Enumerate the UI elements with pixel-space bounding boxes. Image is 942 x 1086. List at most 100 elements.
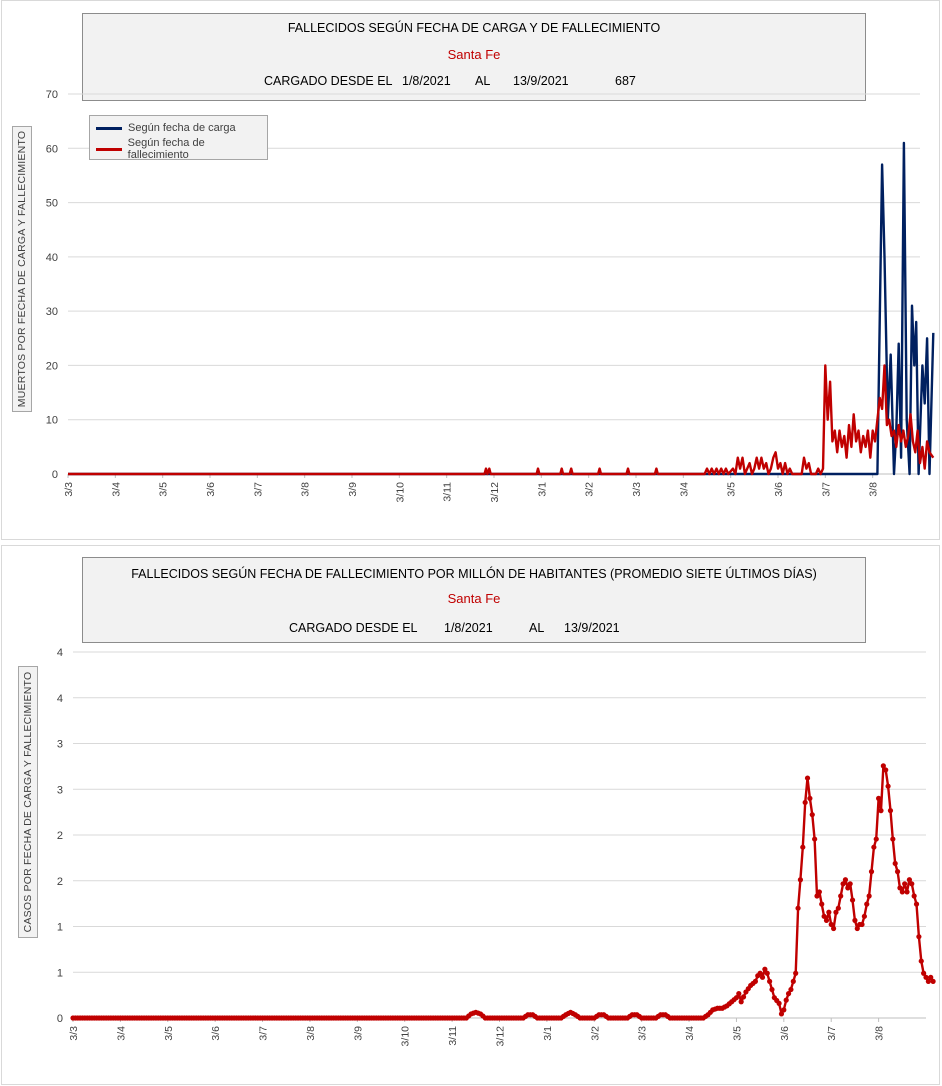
legend-entry-carga: Según fecha de carga <box>96 121 236 135</box>
x-tick-label: 3/8 <box>874 1026 886 1041</box>
data-point <box>819 901 825 907</box>
legend-swatch-carga <box>96 126 122 130</box>
loaded-from-label: CARGADO DESDE EL <box>264 74 393 88</box>
x-tick-label: 3/9 <box>347 482 359 497</box>
data-point <box>736 991 742 997</box>
y-tick-label: 50 <box>46 198 58 210</box>
data-point <box>793 970 799 976</box>
data-point <box>807 795 813 801</box>
x-tick-label: 3/6 <box>779 1026 791 1041</box>
data-point <box>795 905 801 911</box>
x-tick-label: 3/3 <box>68 1026 80 1041</box>
data-point <box>788 986 794 993</box>
chart-panel-por-millon: FALLECIDOS SEGÚN FECHA DE FALLECIMIENTO … <box>1 545 940 1085</box>
legend-label-fallecimiento: Según fecha de fallecimiento <box>127 137 205 161</box>
data-point <box>911 893 917 899</box>
chart-title: FALLECIDOS SEGÚN FECHA DE FALLECIMIENTO … <box>131 567 817 581</box>
data-point <box>785 991 792 997</box>
x-tick-label: 3/3 <box>637 1026 649 1041</box>
data-point <box>930 978 936 984</box>
data-point <box>918 958 924 964</box>
x-tick-label: 3/8 <box>305 1026 317 1041</box>
x-tick-label: 3/11 <box>442 482 454 502</box>
y-tick-label: 0 <box>57 1013 63 1025</box>
data-point <box>854 925 860 932</box>
data-point <box>906 877 913 883</box>
legend-entry-fallecimiento: Según fecha de fallecimiento <box>96 137 267 161</box>
data-point <box>835 905 841 911</box>
data-point <box>830 925 837 932</box>
data-point <box>890 836 896 842</box>
data-point <box>878 808 884 814</box>
x-tick-label: 3/4 <box>115 1026 127 1041</box>
y-tick-label: 70 <box>46 89 58 101</box>
y-tick-label: 1 <box>57 967 63 979</box>
y-tick-label: 3 <box>57 739 63 751</box>
data-point <box>838 893 844 899</box>
loaded-from-date: 1/8/2021 <box>444 621 493 635</box>
x-tick-label: 3/7 <box>820 482 832 497</box>
data-point <box>897 885 903 891</box>
data-point <box>823 917 830 923</box>
data-point <box>759 974 766 980</box>
loaded-from-date: 1/8/2021 <box>402 74 451 88</box>
data-point <box>880 763 886 769</box>
y-tick-label: 60 <box>46 143 58 155</box>
x-tick-label: 3/4 <box>110 482 122 497</box>
data-point <box>828 921 834 928</box>
y-tick-label: 0 <box>52 469 58 481</box>
data-point <box>809 812 815 818</box>
data-point <box>740 994 747 1000</box>
x-tick-label: 3/11 <box>447 1026 459 1046</box>
data-point <box>894 869 901 875</box>
data-point <box>849 897 856 903</box>
x-tick-label: 3/6 <box>210 1026 222 1041</box>
legend-swatch-fallecimiento <box>96 147 122 151</box>
data-point <box>845 885 851 891</box>
x-tick-label: 3/12 <box>495 1026 507 1047</box>
chart-panel-carga-fallecimiento: FALLECIDOS SEGÚN FECHA DE CARGA Y DE FAL… <box>1 0 940 540</box>
data-point <box>804 775 811 781</box>
data-point <box>783 997 789 1003</box>
data-point <box>767 978 773 984</box>
data-point <box>904 889 910 895</box>
data-point <box>840 881 846 887</box>
data-point <box>873 836 879 842</box>
x-tick-label: 3/10 <box>400 1026 412 1047</box>
y-tick-label: 1 <box>57 922 63 934</box>
x-tick-label: 3/1 <box>536 482 548 497</box>
data-point <box>762 966 768 972</box>
chart-plot-2: 0 1 1 2 2 3 3 4 4 3/3 3/4 3/5 3/6 3/7 3/8 3/9 3/10 3/11 3/… <box>57 647 936 1047</box>
x-tick-label: 3/4 <box>684 1026 696 1041</box>
data-point <box>821 913 827 919</box>
x-tick-label: 3/5 <box>158 482 170 497</box>
data-point <box>733 995 740 1001</box>
series-line <box>68 364 935 476</box>
data-point <box>752 978 759 984</box>
data-point <box>925 978 931 984</box>
data-point <box>866 893 872 899</box>
data-point <box>833 909 839 915</box>
data-point <box>797 877 804 883</box>
data-point <box>800 844 806 850</box>
y-tick-label: 10 <box>46 415 58 427</box>
x-tick-label: 3/6 <box>773 482 785 497</box>
data-point <box>871 844 877 850</box>
data-point <box>852 917 858 923</box>
x-tick-label: 3/2 <box>589 1026 601 1041</box>
data-point <box>757 970 763 976</box>
x-tick-label: 3/5 <box>726 482 738 497</box>
loaded-to-date: 13/9/2021 <box>564 621 620 635</box>
data-point <box>781 1007 787 1013</box>
data-point <box>778 1011 785 1017</box>
y-tick-label: 40 <box>46 252 58 264</box>
x-tick-label: 3/8 <box>868 482 880 497</box>
data-point <box>864 901 870 907</box>
x-tick-label: 3/3 <box>63 482 75 497</box>
data-point <box>816 889 822 895</box>
y-tick-label: 20 <box>46 360 58 372</box>
x-tick-label: 3/5 <box>163 1026 175 1041</box>
loaded-to-date: 13/9/2021 <box>513 74 569 88</box>
data-point <box>916 934 922 940</box>
chart-plot-1: 0 10 20 30 40 50 60 70 3/3 3/4 3/5 3/6 3/7 3/8 3/9 3/10… <box>46 89 935 502</box>
